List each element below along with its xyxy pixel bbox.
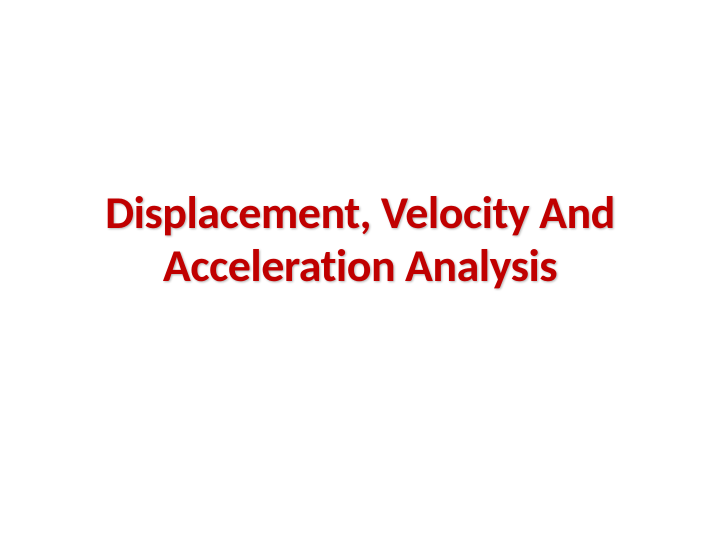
- title-line-1: Displacement, Velocity And: [105, 185, 615, 241]
- slide-title: Displacement, Velocity And Acceleration …: [40, 187, 680, 293]
- title-line-2: Acceleration Analysis: [163, 238, 557, 294]
- slide-container: Displacement, Velocity And Acceleration …: [0, 187, 720, 293]
